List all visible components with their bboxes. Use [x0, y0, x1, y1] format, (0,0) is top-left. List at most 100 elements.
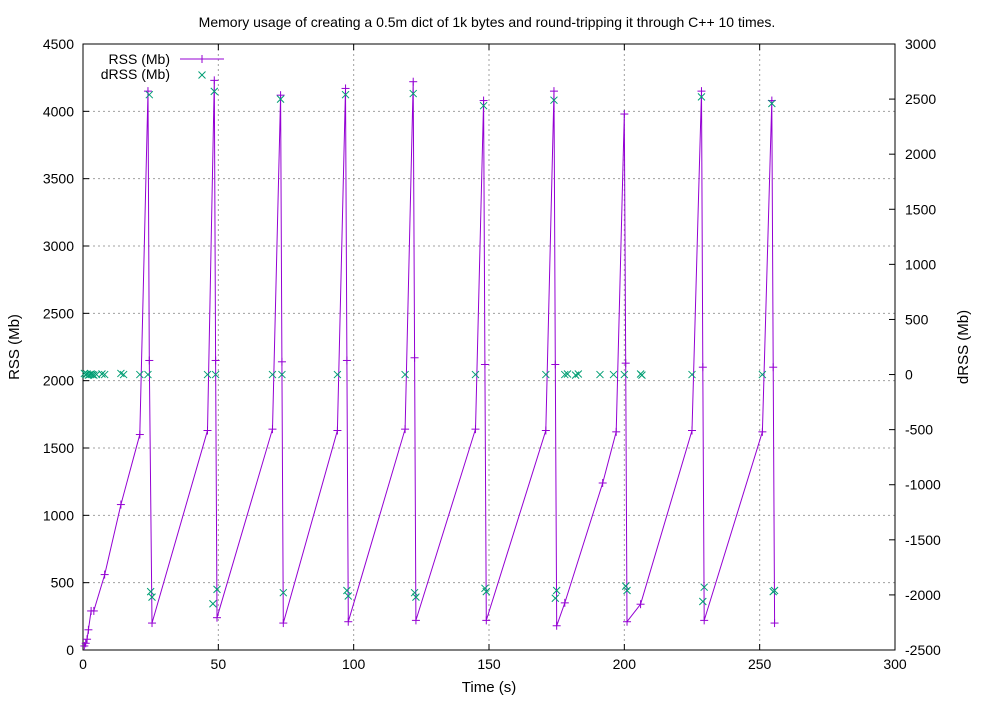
drss-point: [479, 101, 488, 110]
rss-point: [410, 353, 419, 362]
drss-point: [268, 370, 277, 379]
drss-point: [700, 583, 709, 592]
drss-point: [209, 599, 217, 608]
drss-point: [758, 370, 767, 379]
cross-stroke-b: [119, 370, 128, 379]
y-tick-label: 1500: [43, 440, 74, 456]
cross-stroke-b: [551, 594, 560, 603]
cross-stroke-b: [541, 370, 550, 379]
drss-point: [341, 90, 350, 99]
legend-label-rss: RSS (Mb): [109, 51, 170, 67]
rss-point: [211, 356, 220, 365]
rss-point: [758, 427, 767, 436]
drss-point: [210, 87, 219, 96]
rss-point: [411, 616, 420, 625]
y-tick-label: 4500: [43, 36, 74, 52]
x-tick-label: 250: [748, 656, 772, 672]
cross-stroke-b: [620, 370, 629, 379]
rss-point: [148, 619, 157, 628]
rss-point: [479, 96, 488, 105]
drss-point: [100, 370, 109, 379]
y2-tick-label: -1000: [905, 477, 941, 493]
cross-stroke-b: [688, 370, 696, 379]
cross-stroke-b: [571, 371, 580, 379]
y2-tick-label: -500: [905, 422, 933, 438]
x-axis-label: Time (s): [462, 679, 516, 696]
drss-point: [409, 89, 418, 98]
cross-stroke-b: [623, 586, 631, 595]
cross-stroke-b: [210, 87, 219, 96]
cross-stroke-b: [276, 95, 285, 103]
cross-stroke-b: [145, 90, 154, 99]
cross-stroke-b: [758, 370, 767, 379]
rss-point: [100, 570, 109, 579]
rss-point: [203, 426, 212, 435]
drss-point: [89, 371, 98, 379]
cross-stroke-b: [401, 370, 409, 379]
rss-point: [471, 425, 480, 434]
cross-stroke-b: [203, 370, 212, 379]
drss-point: [144, 370, 152, 379]
cross-stroke-b: [550, 96, 558, 105]
cross-stroke-b: [574, 370, 583, 378]
cross-stroke-b: [621, 582, 630, 590]
rss-point: [480, 360, 489, 369]
drss-point: [638, 371, 646, 379]
y-tick-label: 3500: [43, 171, 74, 187]
rss-point: [409, 77, 418, 86]
cross-stroke-b: [481, 584, 489, 593]
cross-stroke-b: [92, 370, 101, 379]
y2-tick-label: -1500: [905, 532, 941, 548]
x-tick-label: 200: [613, 656, 637, 672]
rss-point: [89, 606, 98, 615]
cross-stroke-b: [596, 370, 604, 379]
cross-stroke-b: [609, 370, 618, 379]
drss-point: [767, 99, 776, 108]
drss-point: [135, 370, 144, 379]
y-tick-label: 4000: [43, 103, 74, 119]
cross-stroke-b: [341, 90, 350, 99]
x-tick-label: 50: [211, 656, 227, 672]
rss-point: [697, 87, 706, 96]
rss-point: [81, 639, 90, 648]
cross-stroke-b: [563, 370, 572, 378]
drss-point: [98, 370, 106, 378]
rss-point: [551, 360, 560, 369]
drss-point: [344, 592, 353, 600]
rss-point: [698, 363, 707, 372]
rss-point: [344, 617, 353, 626]
y2-tick-label: 0: [905, 367, 913, 383]
drss-point: [148, 593, 156, 601]
cross-stroke-b: [410, 588, 419, 597]
rss-point: [549, 87, 558, 96]
cross-stroke-b: [333, 370, 342, 379]
rss-point: [482, 616, 491, 625]
drss-point: [203, 370, 212, 379]
legend-label-drss: dRSS (Mb): [101, 66, 170, 82]
cross-stroke-b: [479, 101, 488, 110]
drss-point: [688, 370, 696, 379]
rss-point: [700, 616, 709, 625]
rss-point: [279, 619, 288, 628]
cross-stroke-b: [148, 593, 156, 601]
rss-point: [145, 356, 154, 365]
cross-stroke-b: [98, 370, 106, 378]
drss-point: [541, 370, 550, 379]
cross-stroke-b: [770, 586, 779, 595]
drss-point: [333, 370, 342, 379]
cross-stroke-b: [135, 370, 144, 379]
legend-marker-rss: [198, 55, 206, 63]
rss-point: [333, 426, 342, 435]
y-tick-label: 0: [66, 642, 74, 658]
drss-point: [145, 90, 154, 99]
rss-point: [342, 356, 351, 365]
drss-point: [574, 370, 583, 378]
y2-tick-label: 1000: [905, 256, 936, 272]
rss-point: [210, 76, 219, 85]
y-tick-label: 3000: [43, 238, 74, 254]
cross-stroke-b: [700, 583, 709, 592]
rss-point: [541, 426, 550, 435]
rss-point: [621, 359, 630, 368]
